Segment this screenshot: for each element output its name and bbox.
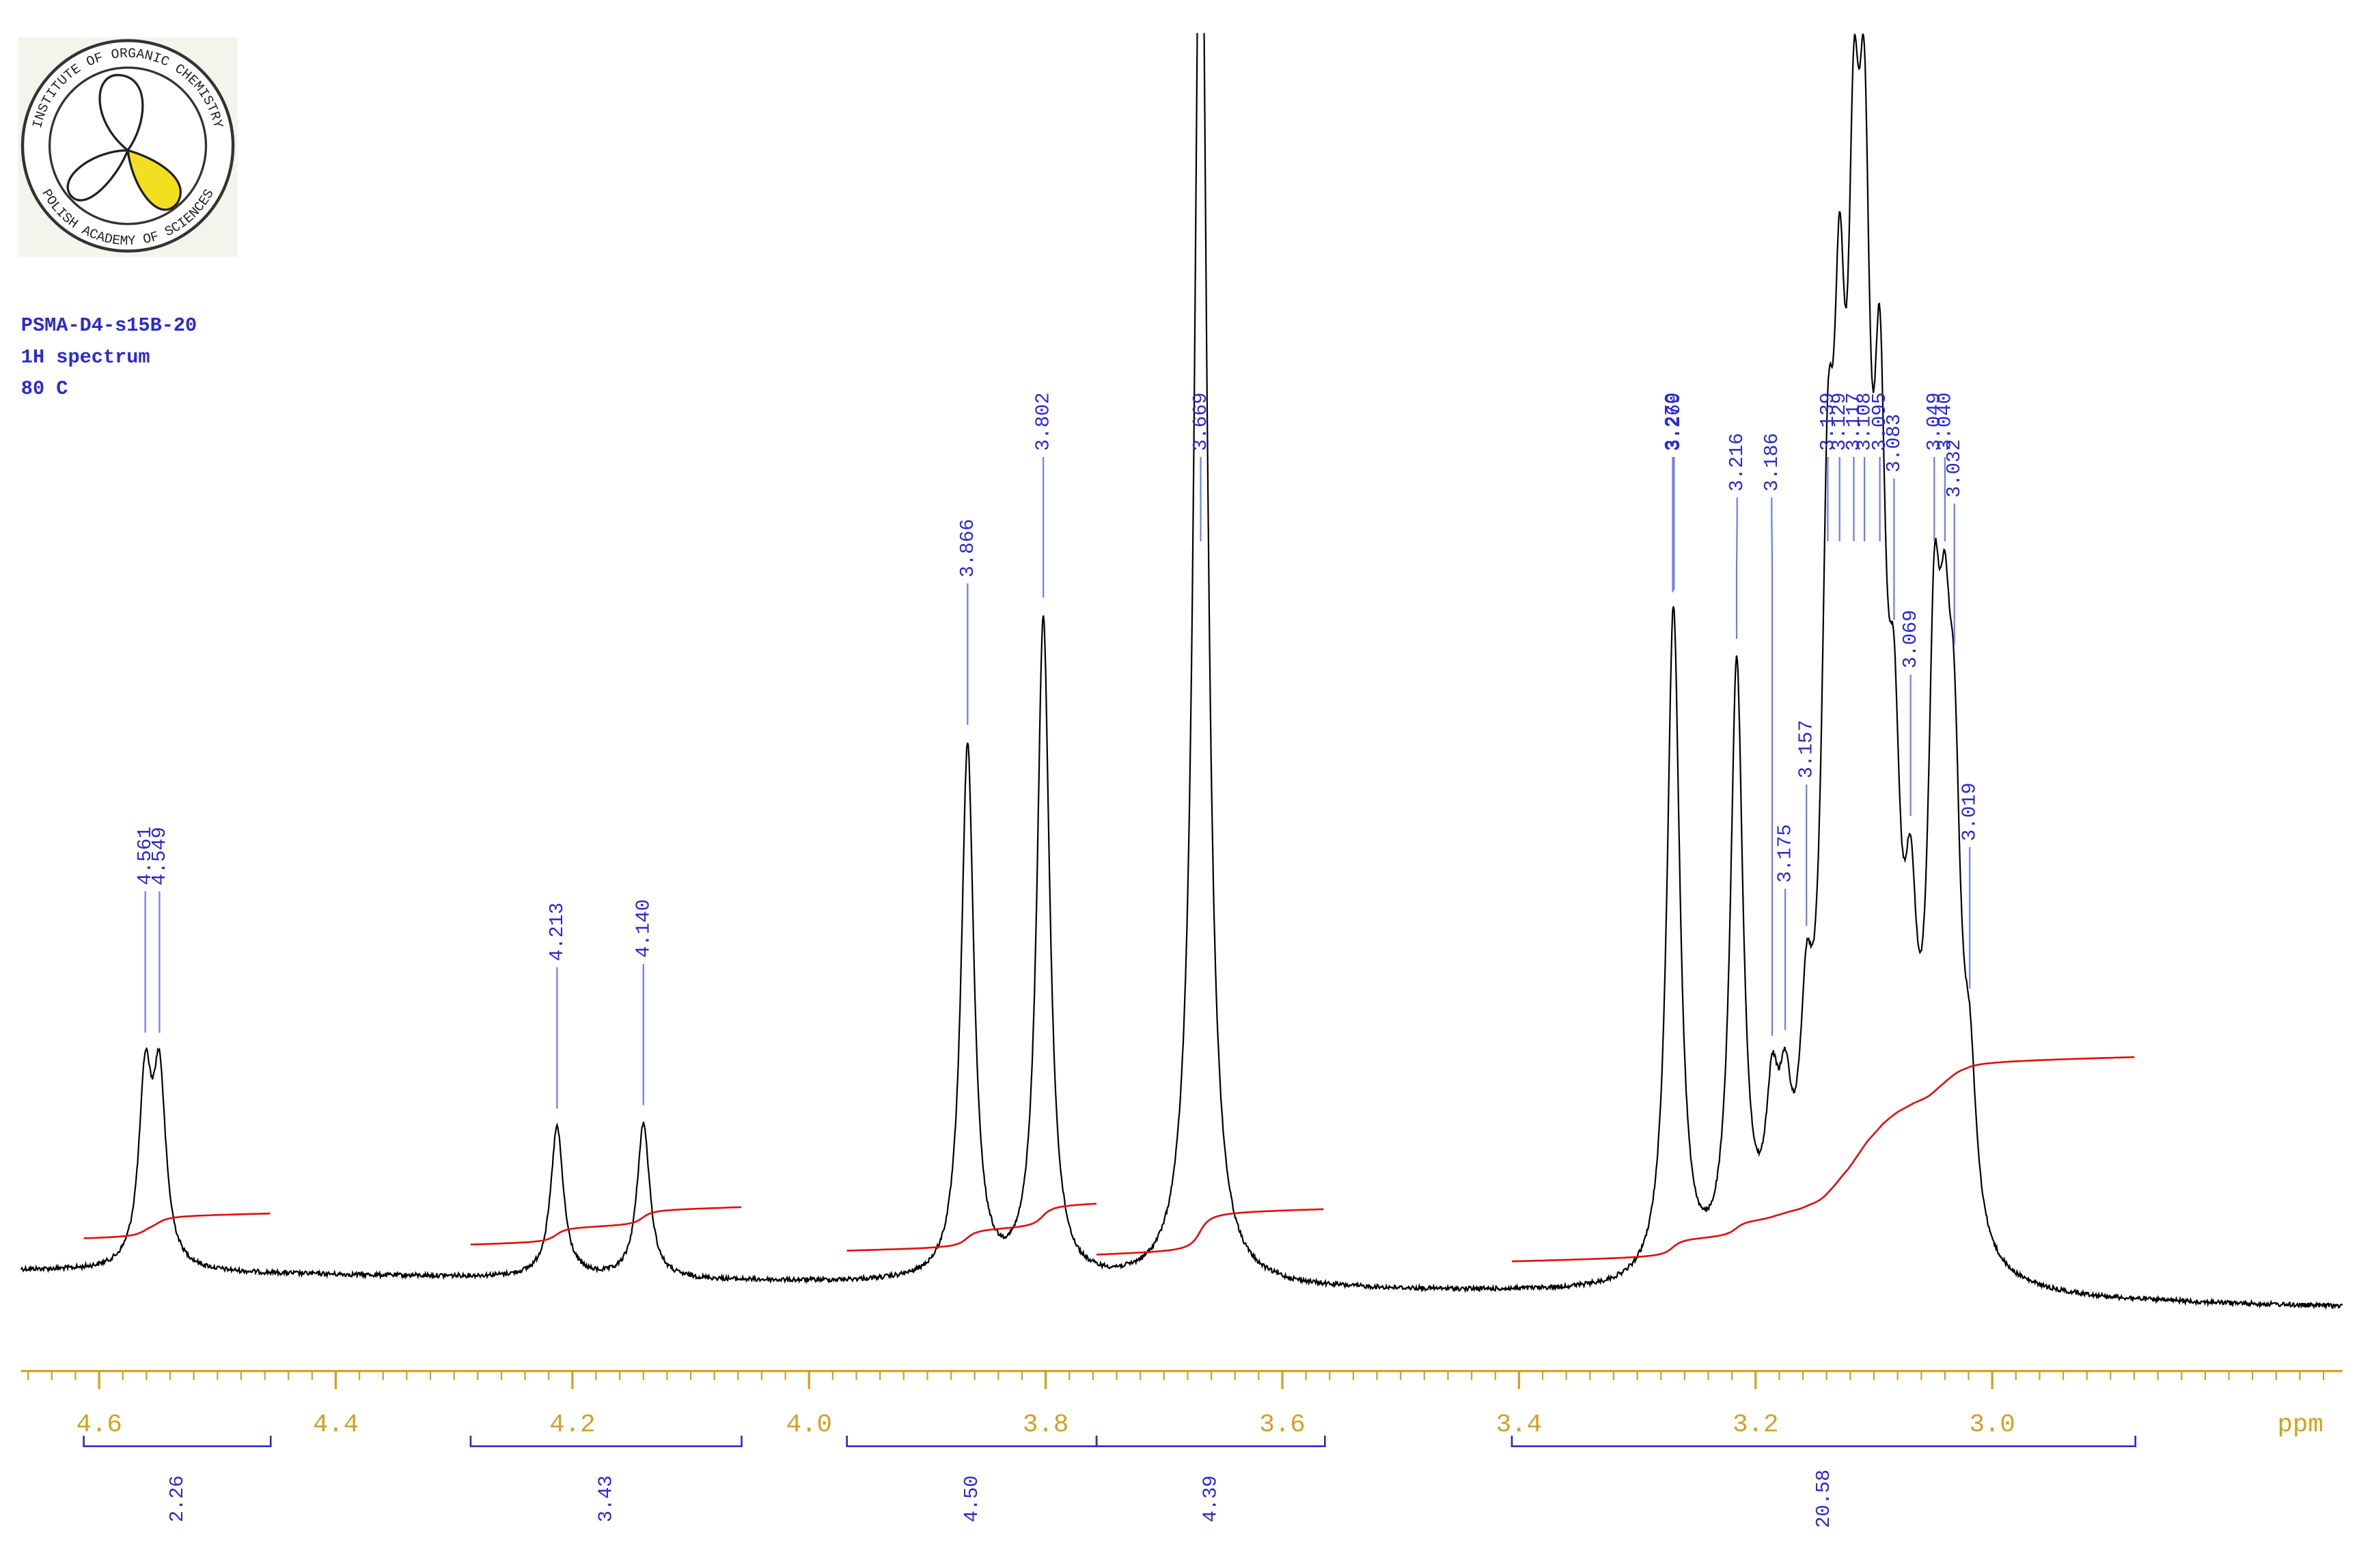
peak-label: 3.269 (1663, 392, 1685, 451)
peak-label: 3.802 (1032, 392, 1055, 451)
x-tick-label: 4.4 (313, 1411, 359, 1440)
sample-experiment: 1H spectrum (21, 346, 150, 368)
x-tick-label: 3.8 (1023, 1411, 1068, 1440)
peak-label: 3.032 (1943, 439, 1965, 498)
peak-label: 3.186 (1761, 433, 1783, 492)
peak-label: 3.866 (956, 519, 979, 577)
spectrum (20, 33, 2343, 1310)
peak-label: 3.069 (1899, 610, 1922, 669)
integral-label: 20.58 (1812, 1470, 1835, 1528)
x-tick-label: 4.2 (549, 1411, 595, 1440)
peak-label: 3.117 (1843, 392, 1865, 451)
integral-label: 2.26 (166, 1475, 189, 1522)
integral-bracket (1095, 1435, 1326, 1448)
peak-label: 3.669 (1189, 392, 1212, 451)
peak-label: 3.175 (1774, 824, 1797, 883)
x-axis-label: ppm (2278, 1411, 2323, 1440)
peak-label: 3.083 (1883, 414, 1905, 473)
integral-label: 4.39 (1200, 1475, 1222, 1522)
logo-lobe (66, 149, 130, 202)
logo-lobe (98, 74, 144, 152)
integral-bracket (83, 1435, 272, 1448)
integral-curve (470, 1206, 741, 1246)
peak-label: 3.216 (1726, 433, 1748, 492)
integral-curve (1512, 1056, 2135, 1263)
peak-leader (1771, 497, 1774, 1036)
integral-curve (83, 1212, 271, 1239)
logo-lobe (126, 148, 182, 211)
peak-label: 4.140 (632, 899, 654, 958)
peak-label: 3.095 (1868, 392, 1891, 451)
peak-label: 3.129 (1828, 392, 1851, 451)
x-tick-label: 3.0 (1969, 1411, 2015, 1440)
integral-curve (1096, 1208, 1324, 1256)
x-tick-label: 4.6 (76, 1411, 122, 1440)
x-tick-label: 3.6 (1259, 1411, 1305, 1440)
logo: INSTITUTE OF ORGANIC CHEMISTRY POLISH AC… (18, 38, 238, 258)
peak-label: 3.157 (1795, 720, 1818, 779)
peak-label: 4.549 (148, 827, 171, 885)
x-tick-label: 3.4 (1496, 1411, 1542, 1440)
integral-label: 3.43 (595, 1475, 618, 1522)
integral-bracket (469, 1435, 743, 1448)
x-tick-label: 4.0 (786, 1411, 832, 1440)
peak-label: 4.561 (134, 827, 156, 885)
integral-curve (846, 1202, 1097, 1252)
sample-name: PSMA-D4-s15B-20 (21, 314, 197, 337)
peak-label: 3.270 (1661, 392, 1684, 451)
peak-label: 3.040 (1933, 392, 1956, 451)
peak-label: 3.108 (1853, 392, 1876, 451)
peak-label: 3.049 (1923, 392, 1946, 451)
integral-bracket (1510, 1435, 2137, 1448)
peak-label: 4.213 (546, 903, 568, 961)
x-tick-label: 3.2 (1733, 1411, 1778, 1440)
peak-label: 3.019 (1959, 782, 1981, 841)
sample-temperature: 80 C (21, 378, 68, 400)
peak-label: 3.139 (1817, 392, 1839, 451)
integral-label: 4.50 (961, 1475, 983, 1522)
